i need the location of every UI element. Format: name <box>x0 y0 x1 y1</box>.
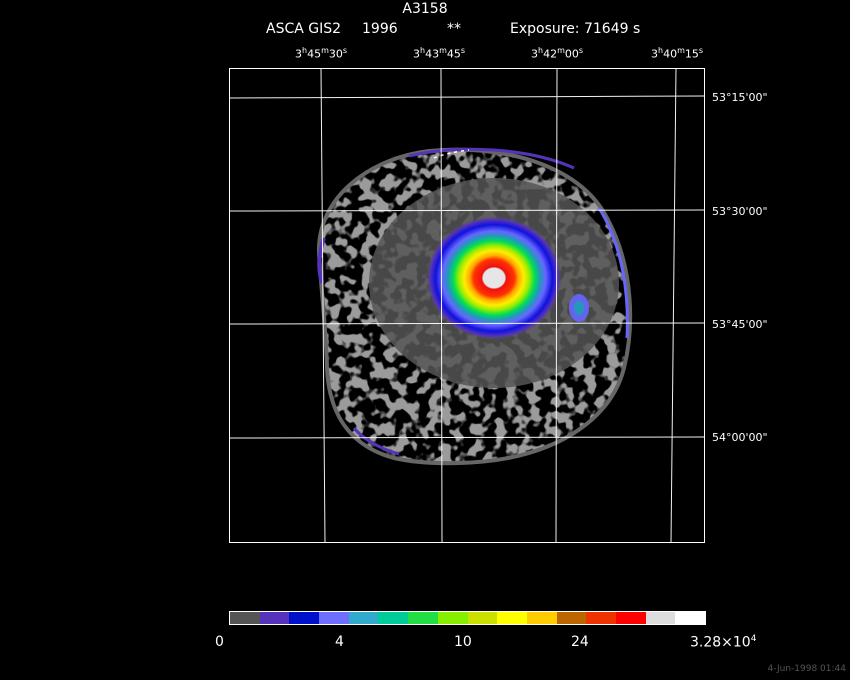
year-label: 1996 <box>362 21 398 37</box>
dec-tick-3: 53°45'00" <box>712 318 768 331</box>
ra-tick-2: 3h43m45s <box>413 46 466 61</box>
ra-tick-3: 3h42m00s <box>531 46 584 61</box>
colorbar-segment <box>437 612 468 624</box>
dec-tick-4: 54°00'00" <box>712 431 768 444</box>
cluster-emission <box>426 216 589 340</box>
colorbar-label-0: 0 <box>215 634 224 650</box>
colorbar-segment <box>497 612 527 624</box>
colorbar-segment <box>615 612 646 624</box>
ra-tick-1: 3h45m30s <box>295 46 348 61</box>
coordinate-grid <box>229 68 705 543</box>
colorbar-label-24: 24 <box>571 634 589 650</box>
exposure-label: Exposure: 71649 s <box>510 21 641 37</box>
xray-image-frame <box>229 68 705 543</box>
image-title: A3158 <box>402 1 448 17</box>
colorbar-segment <box>378 612 409 624</box>
ra-tick-4: 3h40m15s <box>651 46 704 61</box>
colorbar-label-max: 3.28×104 <box>690 634 757 651</box>
colorbar-segment <box>467 612 498 624</box>
intensity-colorbar <box>229 611 706 625</box>
colorbar-segment <box>408 612 438 624</box>
colorbar-segment <box>259 612 290 624</box>
marker-label: ** <box>447 21 461 37</box>
colorbar-segment <box>586 612 616 624</box>
colorbar-segment <box>348 612 379 624</box>
colorbar-label-4: 4 <box>335 634 344 650</box>
timestamp: 4-Jun-1998 01:44 <box>767 664 847 674</box>
colorbar-label-10: 10 <box>454 634 472 650</box>
instrument-label: ASCA GIS2 <box>266 21 342 37</box>
dec-tick-1: 53°15'00" <box>712 91 768 104</box>
colorbar-segment <box>289 612 320 624</box>
dec-tick-2: 53°30'00" <box>712 205 768 218</box>
colorbar-segment <box>675 612 705 624</box>
colorbar-segment <box>645 612 676 624</box>
colorbar-segment <box>556 612 587 624</box>
colorbar-segment <box>526 612 557 624</box>
colorbar-segment <box>319 612 349 624</box>
colorbar-segment <box>230 612 260 624</box>
